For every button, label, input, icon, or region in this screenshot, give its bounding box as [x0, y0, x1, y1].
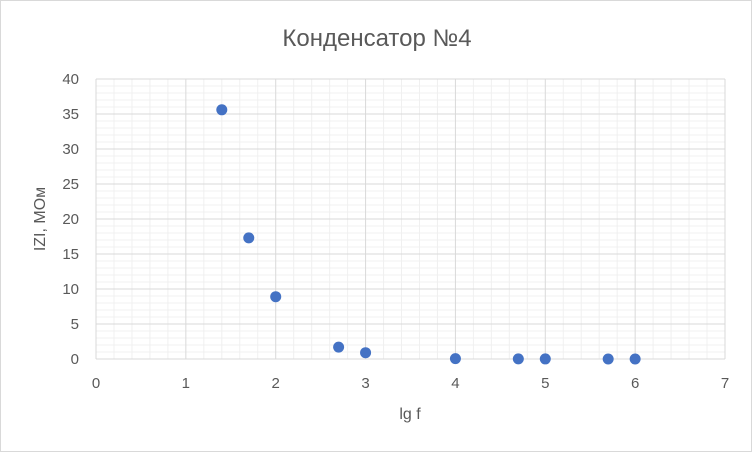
x-tick-label: 7	[721, 375, 729, 392]
x-tick-label: 4	[451, 375, 459, 392]
y-tick-label: 0	[71, 351, 79, 368]
y-tick-label: 10	[62, 281, 79, 298]
y-tick-label: 25	[62, 176, 79, 193]
chart-title: Конденсатор №4	[282, 25, 471, 52]
y-tick-label: 20	[62, 211, 79, 228]
y-tick-label: 35	[62, 106, 79, 123]
data-point	[602, 353, 614, 365]
y-axis-label: IZI, МОм	[32, 187, 49, 251]
data-point	[333, 341, 345, 353]
y-tick-label: 40	[62, 71, 79, 88]
y-axis-ticks: 0 5 10 15 20 25 30 35 40	[62, 71, 79, 368]
x-tick-label: 1	[182, 375, 190, 392]
data-point	[512, 353, 524, 365]
y-tick-label: 5	[71, 316, 79, 333]
data-point	[216, 104, 228, 116]
data-points	[216, 104, 641, 365]
data-point	[539, 353, 551, 365]
x-axis-ticks: 0 1 2 3 4 5 6 7	[92, 375, 729, 392]
x-tick-label: 3	[361, 375, 369, 392]
data-point	[449, 353, 461, 365]
data-point	[360, 347, 372, 359]
x-tick-label: 5	[541, 375, 549, 392]
data-point	[243, 232, 255, 244]
x-tick-label: 0	[92, 375, 100, 392]
x-axis-label: lg f	[399, 406, 421, 423]
y-tick-label: 15	[62, 246, 79, 263]
y-tick-label: 30	[62, 141, 79, 158]
x-tick-label: 2	[272, 375, 280, 392]
major-gridlines	[95, 78, 726, 360]
data-point	[629, 353, 641, 365]
data-point	[270, 291, 282, 303]
x-tick-label: 6	[631, 375, 639, 392]
